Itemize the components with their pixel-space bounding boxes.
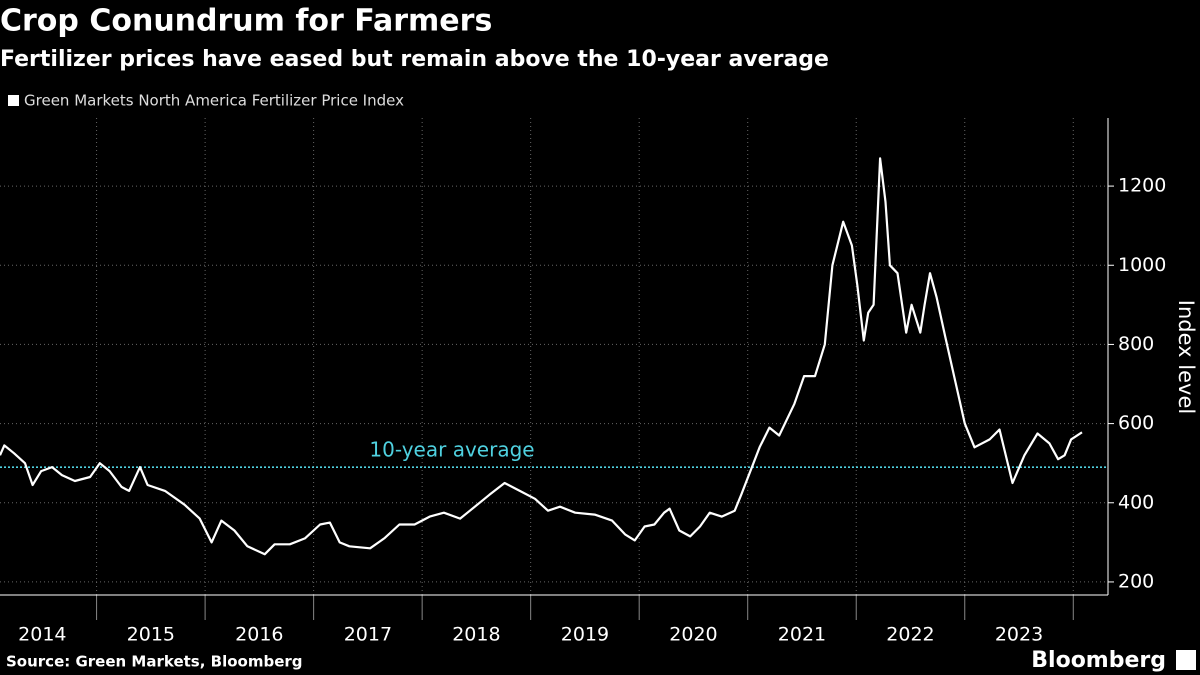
chart-title: Crop Conundrum for Farmers [0, 4, 492, 39]
brand-icon [1176, 650, 1196, 670]
series-line [0, 157, 1083, 556]
y-axis-title: Index level [1174, 300, 1198, 414]
x-tick-label: 2015 [127, 624, 175, 646]
y-tick-label: 800 [1118, 333, 1154, 355]
chart-subtitle: Fertilizer prices have eased but remain … [0, 47, 829, 72]
y-tick-label: 400 [1118, 491, 1154, 513]
x-tick-label: 2020 [669, 624, 717, 646]
x-tick-label: 2017 [344, 624, 392, 646]
x-tick-label: 2018 [452, 624, 500, 646]
legend-label: Green Markets North America Fertilizer P… [24, 92, 404, 110]
x-tick-label: 2021 [778, 624, 826, 646]
x-tick-label: 2019 [561, 624, 609, 646]
y-tick-label: 200 [1118, 570, 1154, 592]
y-tick-label: 1200 [1118, 175, 1166, 197]
x-tick-label: 2014 [18, 624, 66, 646]
y-tick-label: 1000 [1118, 254, 1166, 276]
x-tick-label: 2016 [235, 624, 283, 646]
source: Source: Green Markets, Bloomberg [6, 653, 303, 671]
reference-label: 10-year average [369, 438, 534, 462]
legend-swatch [8, 95, 19, 106]
brand: Bloomberg [1031, 648, 1166, 673]
y-tick-label: 600 [1118, 412, 1154, 434]
x-tick-label: 2023 [995, 624, 1043, 646]
x-tick-label: 2022 [886, 624, 934, 646]
